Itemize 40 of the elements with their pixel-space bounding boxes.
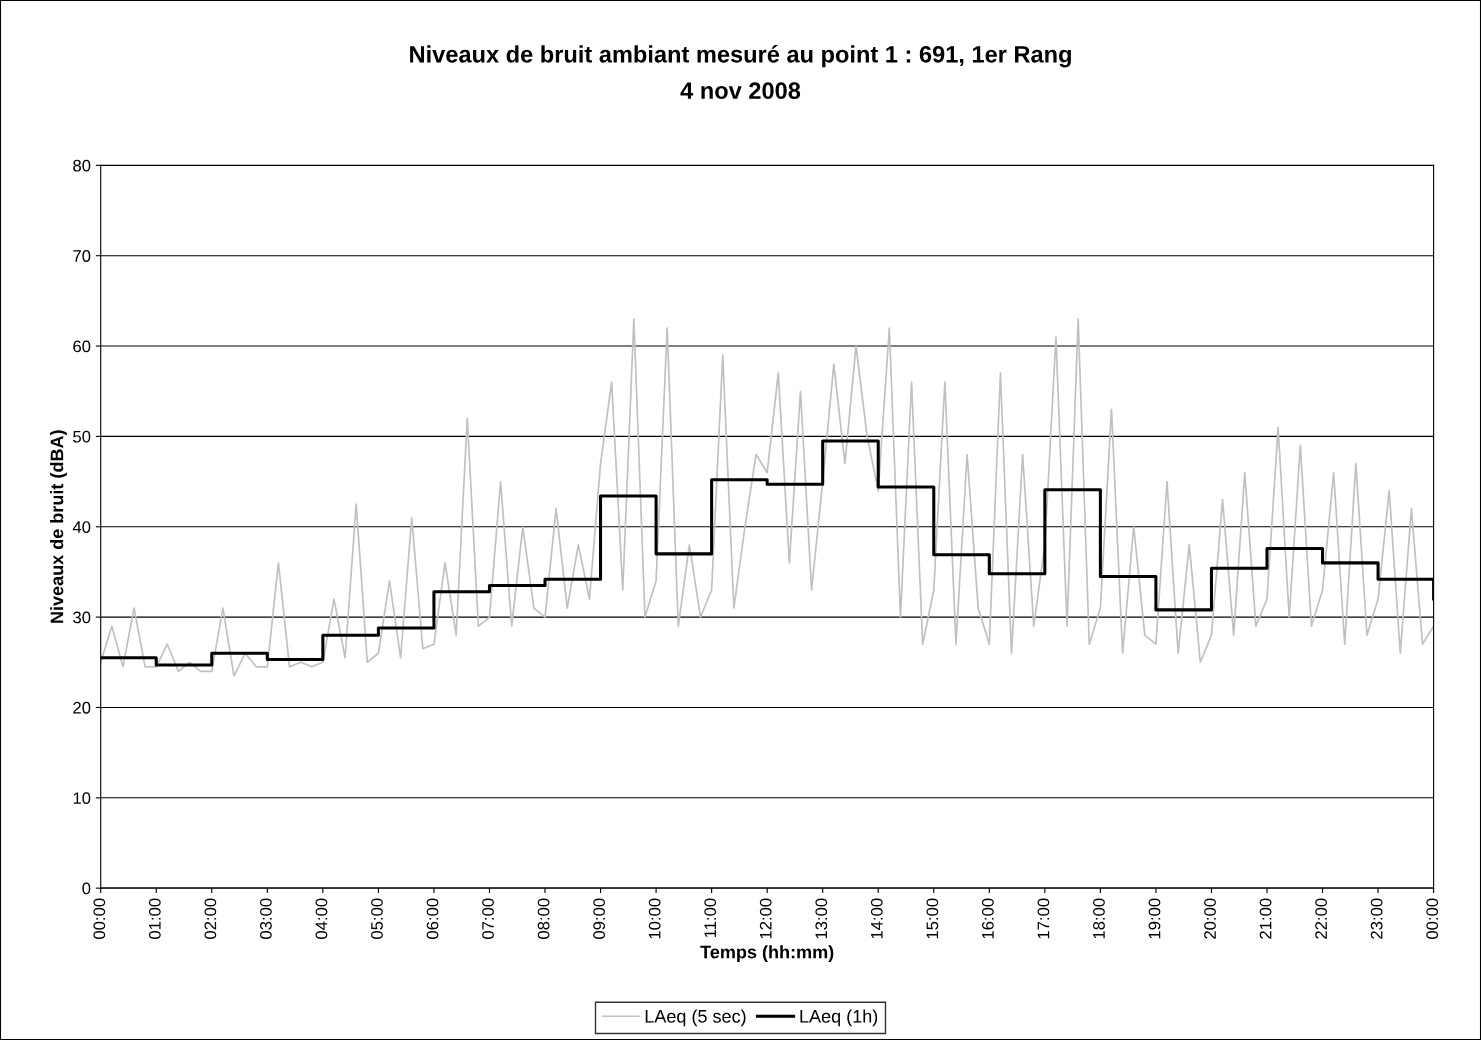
y-axis-title: Niveaux de bruit (dBA) [50,430,67,623]
x-tick-label: 01:00 [148,898,161,939]
x-tick-label: 03:00 [259,898,272,939]
x-tick-label: 07:00 [482,898,494,939]
x-tick-label: 16:00 [981,898,994,939]
x-tick-label: 09:00 [593,898,606,939]
y-tick-label: 60 [73,340,91,353]
x-tick-label: 15:00 [926,898,939,939]
x-tick-label: 18:00 [1093,898,1105,939]
x-tick-label: 20:00 [1204,898,1216,939]
y-tick-label: 20 [73,701,91,714]
x-tick-label: 00:00 [93,898,106,939]
legend-label: LAeq (5 sec) [645,1009,746,1027]
x-axis-title: Temps (hh:mm) [700,945,834,962]
y-tick-label: 80 [73,159,91,172]
x-tick-label: 14:00 [870,898,883,939]
y-tick-label: 70 [73,250,91,262]
y-tick-label: 10 [73,792,91,805]
chart-title: Niveaux de bruit ambiant mesuré au point 1 : 691, 1er Rang [410,45,1071,68]
y-tick-label: 0 [82,882,91,895]
x-tick-label: 11:00 [704,898,717,938]
x-tick-label: 17:00 [1037,898,1050,939]
y-tick-label: 50 [73,430,91,443]
x-tick-label: 23:00 [1370,898,1383,939]
x-tick-label: 04:00 [315,898,328,939]
x-tick-label: 02:00 [204,898,217,939]
y-tick-label: 30 [73,611,91,624]
x-tick-label: 08:00 [537,898,550,939]
chart-subtitle: 4 nov 2008 [680,82,801,100]
x-tick-label: 10:00 [648,898,661,939]
x-tick-label: 19:00 [1148,898,1161,939]
x-tick-label: 22:00 [1315,898,1328,939]
y-tick-label: 40 [72,521,91,533]
x-tick-label: 05:00 [371,898,383,939]
x-tick-label: 06:00 [426,898,439,939]
x-tick-label: 13:00 [815,898,828,939]
x-tick-label: 12:00 [759,898,772,939]
x-tick-label: 00:00 [1426,898,1439,939]
x-tick-label: 21:00 [1259,898,1272,939]
legend-label: LAeq (1h) [800,1009,878,1027]
